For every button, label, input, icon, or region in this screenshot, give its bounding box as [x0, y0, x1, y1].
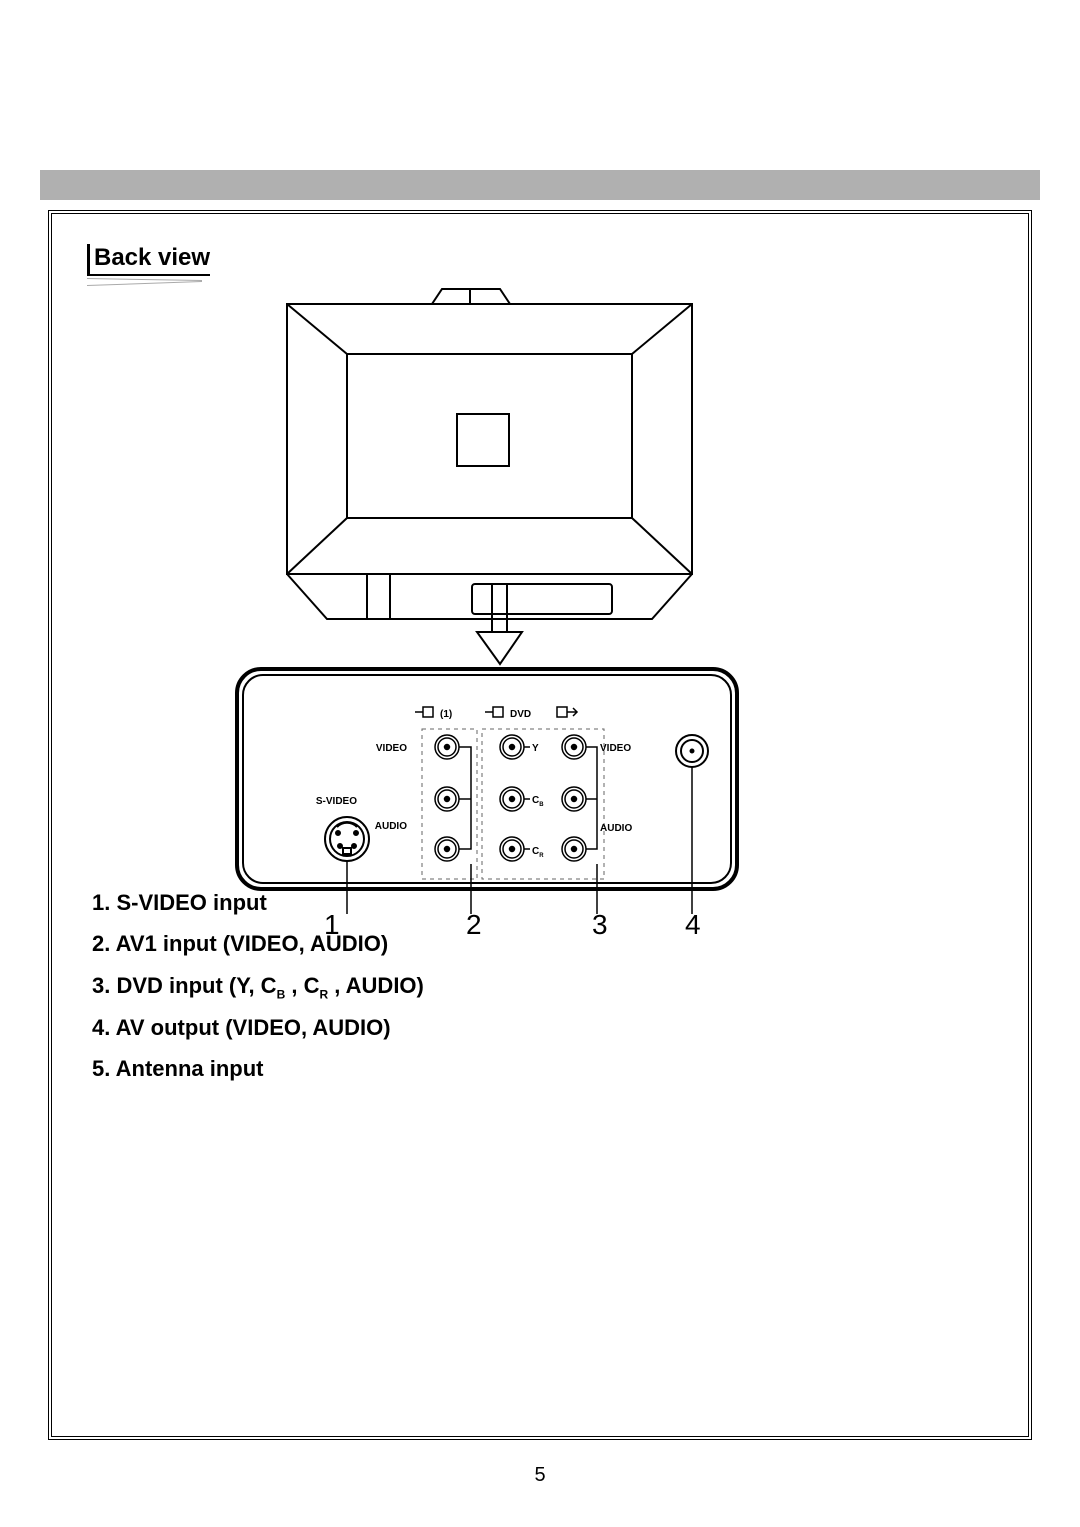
page-frame: Back view [48, 210, 1032, 1440]
legend-item-5: 5. Antenna input [92, 1050, 424, 1087]
col2-header: DVD [510, 709, 531, 720]
callout-3: 3 [592, 909, 608, 940]
col1-header: (1) [440, 709, 452, 720]
legend-item-4: 4. AV output (VIDEO, AUDIO) [92, 1009, 424, 1046]
y-label: Y [532, 743, 539, 754]
callout-4: 4 [685, 909, 701, 940]
antenna-connector [676, 735, 708, 767]
legend-list: 1. S-VIDEO input 2. AV1 input (VIDEO, AU… [92, 884, 424, 1091]
video-label-right: VIDEO [600, 743, 631, 754]
video-label-left: VIDEO [376, 743, 407, 754]
diagram-area: (1) DVD VIDEO S-VIDEO AUDIO VIDEO AUDIO … [52, 274, 1028, 939]
callout-2: 2 [466, 909, 482, 940]
section-title: Back view [87, 244, 210, 276]
audio-label-right: AUDIO [600, 823, 632, 834]
back-view-diagram: (1) DVD VIDEO S-VIDEO AUDIO VIDEO AUDIO … [52, 274, 1032, 934]
header-bar [40, 170, 1040, 200]
audio-label-left: AUDIO [375, 821, 407, 832]
page-number: 5 [0, 1464, 1080, 1487]
svideo-label: S-VIDEO [316, 796, 357, 807]
legend-item-1: 1. S-VIDEO input [92, 884, 424, 921]
legend-item-2: 2. AV1 input (VIDEO, AUDIO) [92, 925, 424, 962]
legend-item-3: 3. DVD input (Y, CB , CR , AUDIO) [92, 967, 424, 1005]
